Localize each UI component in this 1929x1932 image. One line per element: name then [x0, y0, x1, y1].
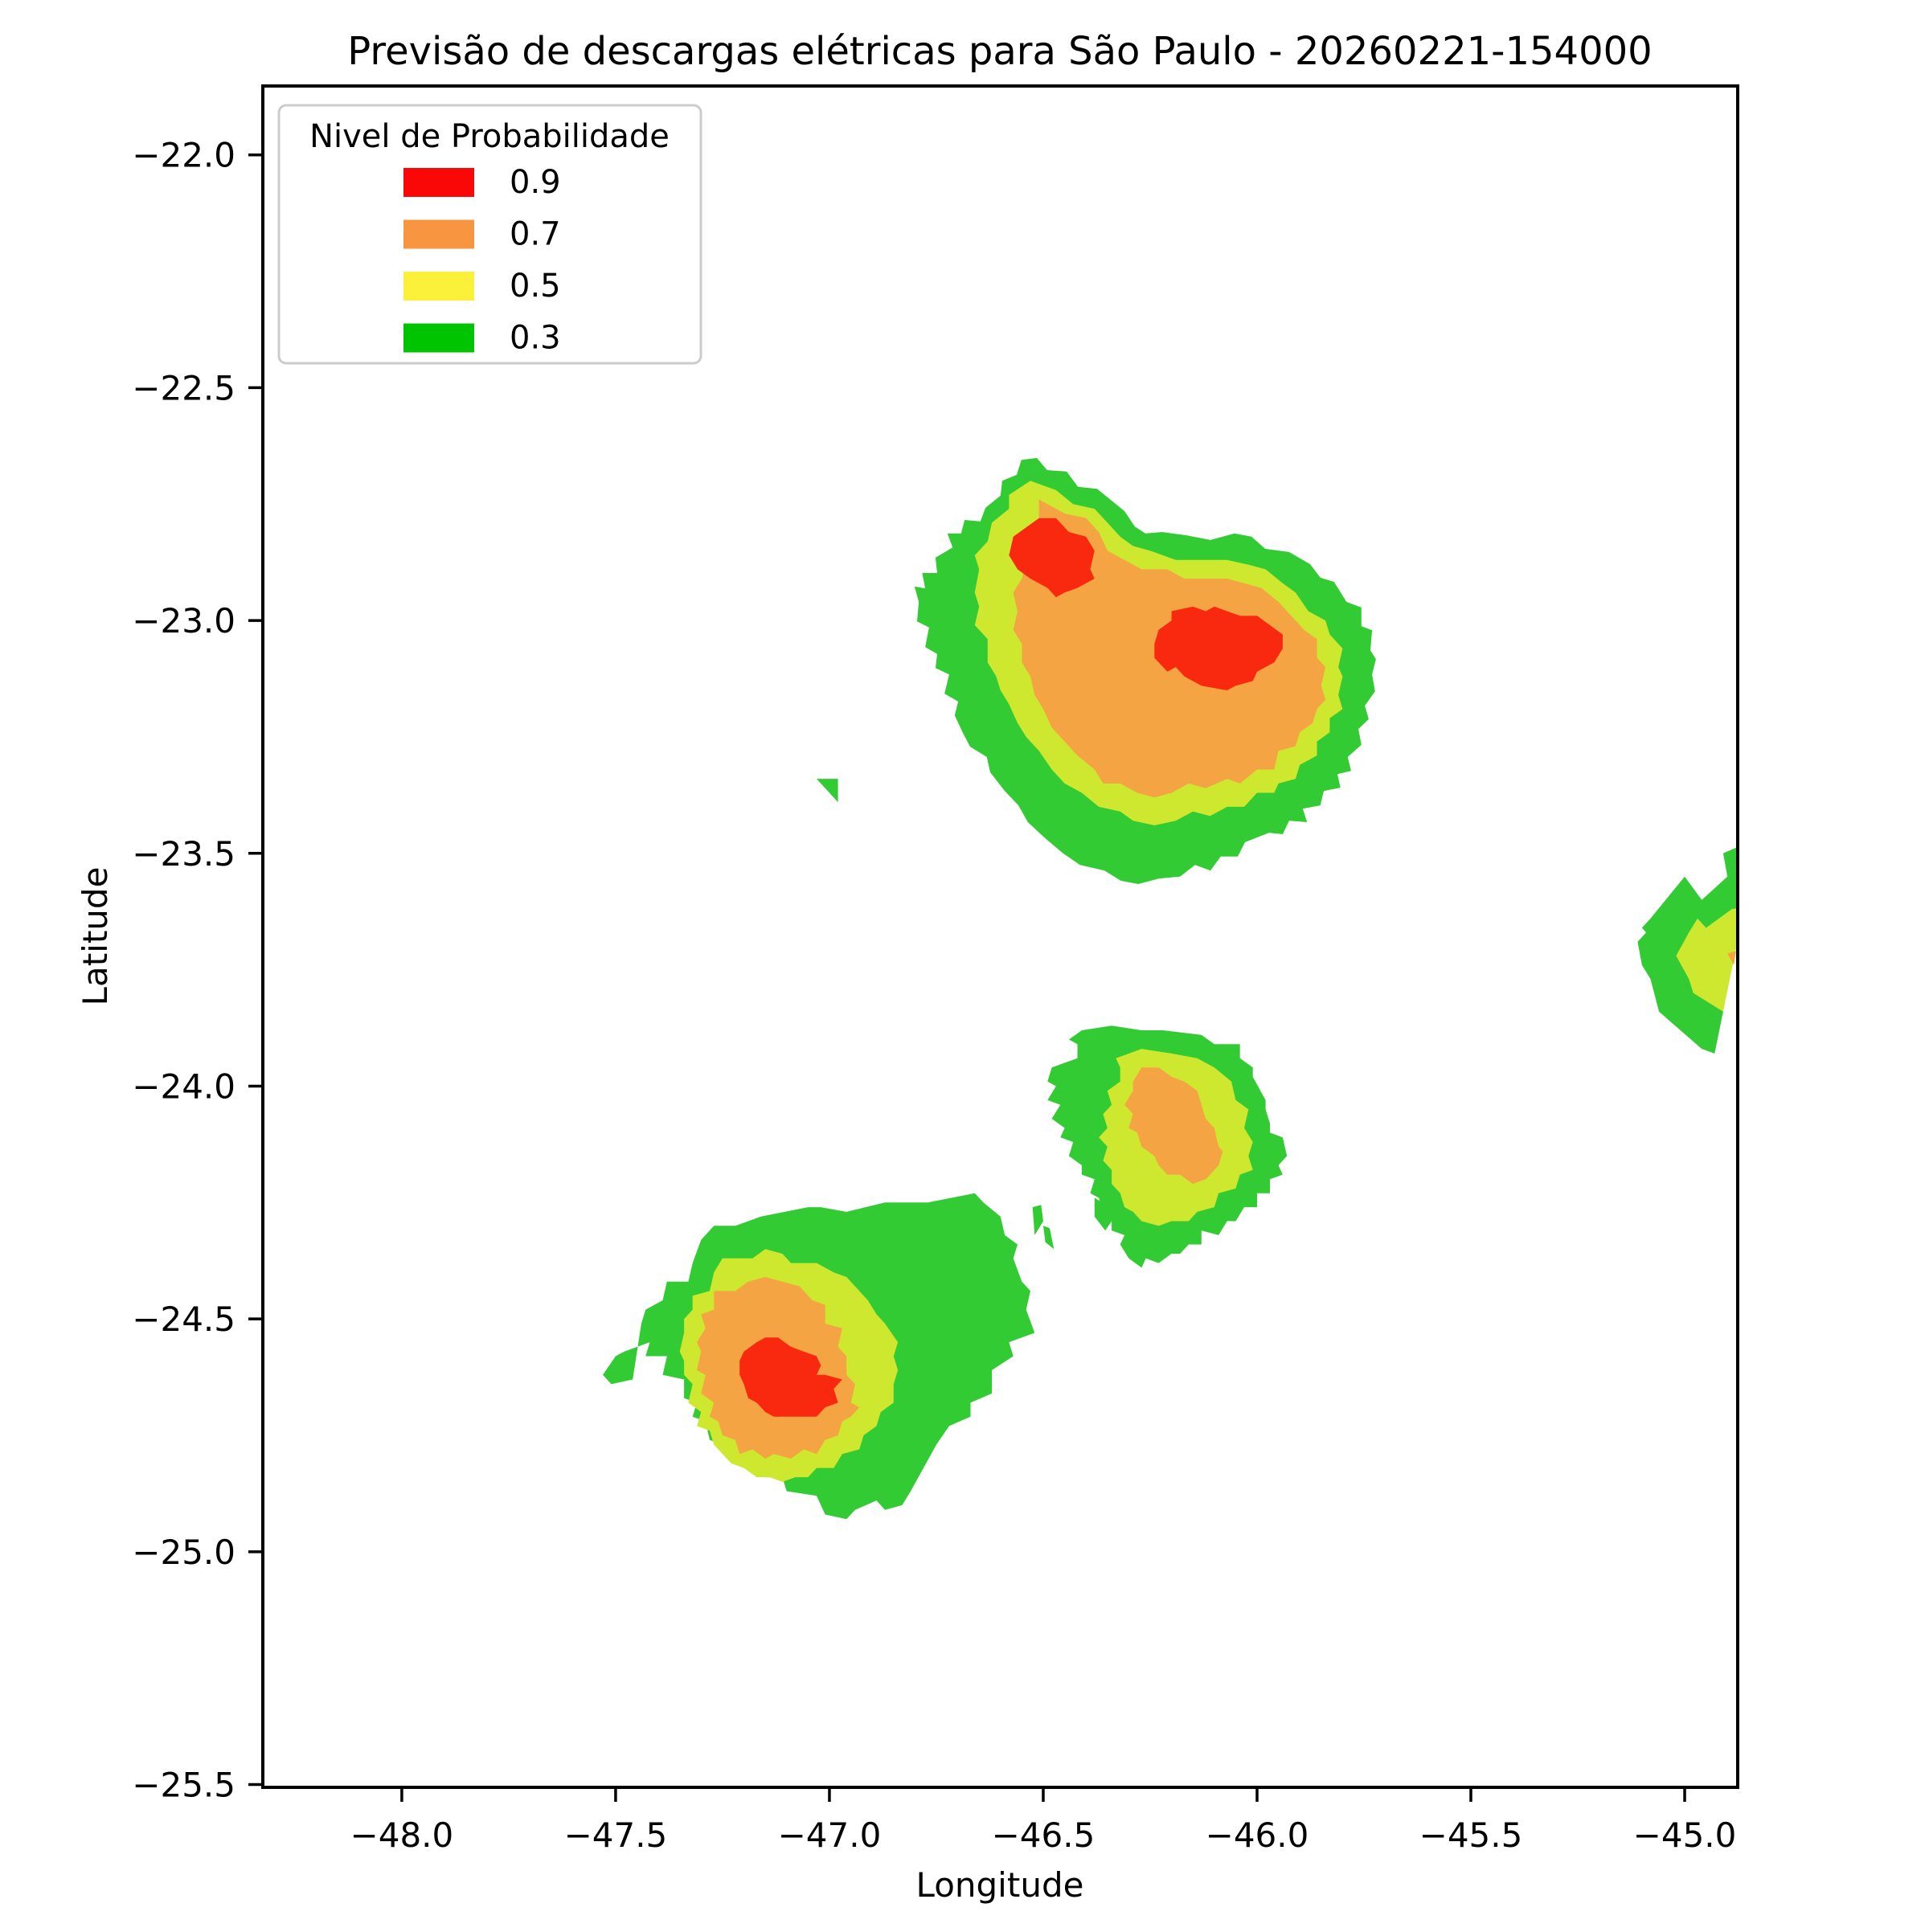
contour-southwest-cell-core-p90: [739, 1337, 842, 1417]
y-tick-label: −25.5: [132, 1766, 235, 1805]
x-tick-label: −45.0: [1633, 1815, 1737, 1855]
x-tick-label: −45.5: [1419, 1815, 1523, 1855]
plot-frame: [261, 84, 1739, 1789]
legend-entries: 0.9 0.7 0.5 0.3: [403, 164, 561, 357]
x-axis-label: Longitude: [916, 1865, 1084, 1905]
x-tick-label: −47.5: [564, 1815, 668, 1855]
contour-east-edge-cell-p50: [1676, 907, 1738, 1012]
legend-entry-label: 0.7: [510, 216, 561, 253]
y-tick-label: −24.0: [132, 1066, 235, 1106]
legend-swatch-0.3: [403, 323, 474, 353]
contour-central-sliver-south-p30: [1043, 1226, 1055, 1250]
y-tick-label: −22.5: [132, 368, 235, 407]
x-axis: −48.0 −47.5 −47.0 −46.5 −46.0 −45.5 −45.0: [350, 1787, 1737, 1855]
contour-central-appendage-p30: [1094, 1197, 1119, 1231]
legend-box: [277, 104, 702, 365]
legend-swatch-0.5: [403, 272, 474, 301]
legend-entry-label: 0.9: [510, 164, 561, 201]
y-tick-label: −25.0: [132, 1533, 235, 1572]
y-axis: −22.0 −22.5 −23.0 −23.5 −24.0 −24.5 −25.0 −25.5: [132, 136, 263, 1805]
y-tick-label: −24.5: [132, 1300, 235, 1339]
y-tick-label: −23.0: [132, 601, 235, 641]
legend-title: Nivel de Probabilidade: [309, 118, 670, 155]
legend-swatch-0.9: [403, 168, 474, 197]
x-tick-label: −46.5: [992, 1815, 1096, 1855]
y-tick-label: −23.5: [132, 834, 235, 874]
contour-west-speck-p30: [817, 779, 838, 803]
y-tick-label: −22.0: [132, 136, 235, 175]
x-tick-label: −46.0: [1206, 1815, 1309, 1855]
contour-central-sliver-west-p30: [1032, 1205, 1043, 1235]
legend-entry-label: 0.5: [510, 268, 561, 305]
contour-regions: [603, 457, 1738, 1520]
x-tick-label: −47.0: [778, 1815, 882, 1855]
legend-entry-label: 0.3: [510, 320, 561, 357]
legend-swatch-0.7: [403, 219, 474, 249]
contour-central-cell-p70: [1124, 1067, 1223, 1185]
x-tick-label: −48.0: [350, 1815, 454, 1855]
y-axis-label: Latitude: [76, 867, 115, 1006]
contour-north-cell-west-core-p90: [1009, 518, 1095, 598]
contour-north-cell-east-core-p90: [1154, 606, 1283, 690]
plot-title: Previsão de descargas elétricas para São…: [347, 29, 1652, 74]
contour-east-edge-cell-p70: [1727, 951, 1736, 965]
legend: Nivel de Probabilidade 0.9 0.7 0.5 0.3: [277, 104, 702, 365]
